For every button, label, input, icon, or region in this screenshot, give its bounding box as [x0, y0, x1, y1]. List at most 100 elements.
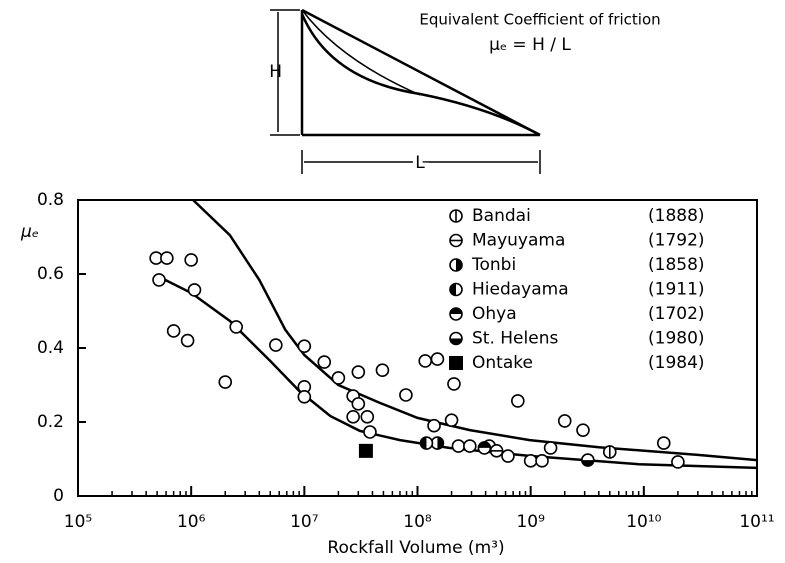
legend-label: St. Helens [472, 329, 558, 349]
diagram-path [300, 13, 541, 137]
marker-circle [557, 414, 572, 428]
legend-year: (1984) [648, 353, 705, 373]
legend-symbol [449, 258, 463, 272]
y-tick-label: 0.4 [37, 338, 64, 358]
diagram-path2 [301, 9, 421, 96]
data-point [523, 454, 538, 468]
data-point [152, 273, 166, 287]
data-point [331, 371, 346, 385]
data-point [187, 283, 202, 297]
data-point [358, 443, 373, 458]
marker-circle [166, 324, 181, 338]
legend-label: Hiedayama [472, 280, 569, 300]
marker-circle [418, 354, 433, 368]
marker-circle [229, 320, 244, 334]
marker-circle [184, 253, 198, 267]
data-point [419, 436, 434, 450]
data-point [444, 413, 459, 427]
marker-circle [511, 394, 525, 408]
data-point [351, 397, 366, 411]
data-point [218, 375, 233, 389]
data-point [229, 320, 244, 334]
y-tick-label: 0.6 [37, 264, 64, 284]
data-point [160, 251, 174, 265]
trend-curve [192, 199, 758, 462]
legend-year: (1858) [648, 255, 705, 275]
x-tick-label: 10⁵ [64, 512, 92, 532]
diagram-formula: μₑ = H / L [489, 35, 571, 55]
y-tick-label: 0.2 [37, 412, 64, 432]
marker-half [450, 308, 462, 314]
data-point [463, 439, 477, 453]
marker-circle [360, 410, 375, 424]
marker-circle [576, 423, 590, 437]
marker-circle [363, 425, 377, 439]
legend-symbol [449, 356, 463, 370]
data-point [269, 338, 283, 352]
legend-year: (1702) [648, 304, 705, 324]
marker-half [450, 283, 456, 296]
length-label: L [415, 153, 425, 173]
data-point [447, 377, 461, 391]
marker-half [456, 259, 462, 271]
data-point [489, 444, 504, 458]
marker-half [478, 441, 491, 448]
legend-label: Ontake [472, 353, 533, 373]
legend-symbol [449, 233, 463, 248]
marker-circle [523, 454, 538, 468]
data-point [363, 425, 377, 439]
data-point [477, 441, 492, 455]
marker-half [420, 437, 427, 450]
data-point [297, 390, 312, 404]
marker-circle [331, 371, 346, 385]
data-point [346, 410, 360, 424]
data-point [360, 410, 375, 424]
marker-circle [351, 365, 366, 379]
x-tick-label: 10⁶ [177, 512, 206, 532]
legend-label: Mayuyama [472, 231, 565, 251]
marker-circle [297, 339, 312, 353]
data-point [399, 388, 413, 402]
legend-symbol [449, 331, 463, 346]
diagram-slope [301, 8, 541, 137]
x-tick-label: 10⁹ [516, 512, 545, 532]
data-point [501, 449, 515, 463]
data-point [671, 455, 685, 469]
x-axis-label: Rockfall Volume (m³) [327, 538, 504, 558]
marker-circle [160, 251, 174, 265]
data-point [184, 253, 198, 267]
legend-year: (1980) [648, 329, 705, 349]
data-point [656, 436, 671, 450]
x-tick-label: 10⁸ [403, 512, 432, 532]
data-point [418, 354, 433, 368]
x-tick-label: 10⁷ [290, 512, 319, 532]
marker-circle [187, 283, 202, 297]
y-axis-label: μₑ [20, 222, 39, 242]
marker-square [358, 443, 373, 458]
data-point [180, 333, 195, 348]
marker-square [449, 356, 463, 370]
data-point [535, 454, 549, 468]
diagram-title: Equivalent Coefficient of friction [419, 11, 660, 29]
legend-label: Tonbi [471, 255, 516, 275]
height-label: H [269, 62, 282, 82]
data-point [451, 439, 466, 453]
marker-half [437, 437, 444, 450]
friction-diagram [270, 8, 541, 174]
data-point [430, 352, 445, 366]
marker-circle [346, 410, 360, 424]
data-point [317, 355, 332, 369]
marker-half [450, 338, 462, 345]
marker-circle [180, 333, 195, 348]
data-point [511, 394, 525, 408]
marker-circle [656, 436, 671, 450]
marker-circle [218, 375, 233, 389]
marker-circle [317, 355, 332, 369]
y-tick-label: 0 [53, 486, 64, 506]
marker-circle [463, 439, 477, 453]
marker-half [581, 460, 594, 467]
marker-circle [375, 363, 390, 378]
trend-curve [156, 274, 758, 470]
data-point [557, 414, 572, 428]
